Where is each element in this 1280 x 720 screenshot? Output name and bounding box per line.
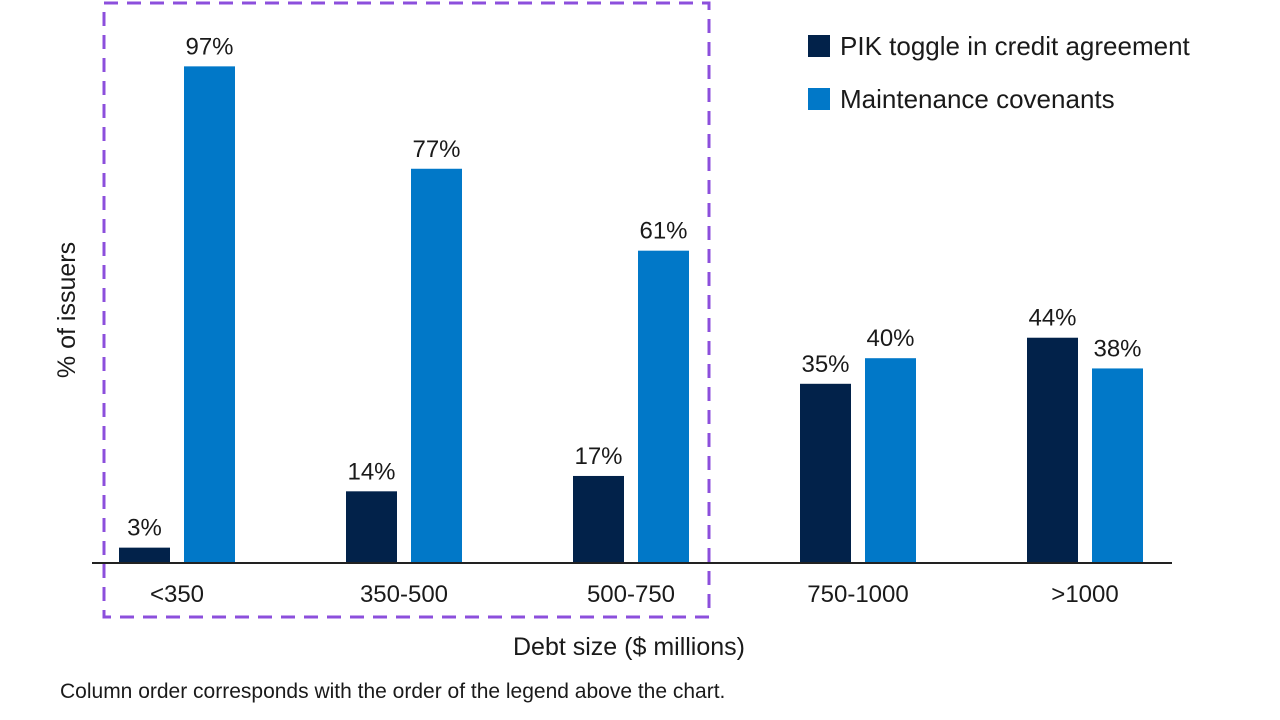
footnote: Column order corresponds with the order …: [60, 680, 726, 703]
data-label: 40%: [866, 325, 914, 352]
data-label: 77%: [412, 136, 460, 163]
x-tick-label: 500-750: [587, 581, 675, 608]
bar-maintenance-covenants-4: [1092, 368, 1143, 563]
x-tick-label: 750-1000: [807, 581, 908, 608]
data-label: 97%: [185, 33, 233, 60]
y-axis-title: % of issuers: [53, 242, 81, 378]
x-axis-title: Debt size ($ millions): [513, 633, 745, 661]
x-tick-label: <350: [150, 581, 204, 608]
legend-label-pik-toggle: PIK toggle in credit agreement: [840, 31, 1191, 61]
bar-pik-toggle-1: [346, 491, 397, 563]
highlight-box: [102, 1, 711, 619]
bar-maintenance-covenants-2: [638, 250, 689, 563]
bar-pik-toggle-4: [1027, 337, 1078, 563]
data-label: 44%: [1028, 305, 1076, 332]
data-label: 17%: [574, 443, 622, 470]
legend-swatch-maintenance-covenants: [808, 88, 830, 110]
bar-pik-toggle-0: [119, 547, 170, 563]
legend-swatch-pik-toggle: [808, 35, 830, 57]
bar-maintenance-covenants-3: [865, 358, 916, 563]
bar-maintenance-covenants-0: [184, 66, 235, 564]
data-label: 14%: [347, 458, 395, 485]
legend-label-maintenance-covenants: Maintenance covenants: [840, 84, 1115, 114]
data-label: 3%: [127, 515, 162, 542]
bar-maintenance-covenants-1: [411, 168, 462, 563]
x-tick-label: 350-500: [360, 581, 448, 608]
bar-pik-toggle-3: [800, 383, 851, 563]
data-label: 38%: [1093, 335, 1141, 362]
data-label: 35%: [801, 351, 849, 378]
data-label: 61%: [639, 218, 687, 245]
x-tick-label: >1000: [1051, 581, 1118, 608]
bar-pik-toggle-2: [573, 475, 624, 563]
